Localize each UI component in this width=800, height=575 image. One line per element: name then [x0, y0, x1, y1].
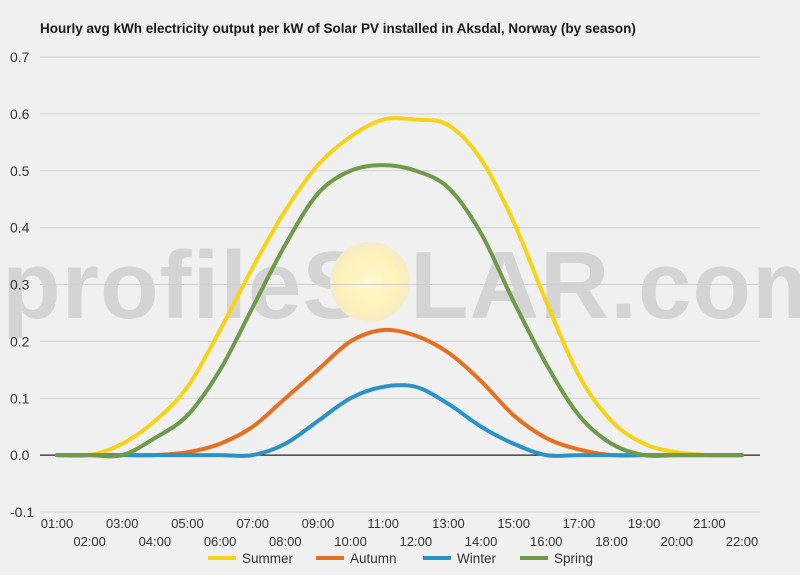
x-tick-label: 05:00: [171, 516, 204, 531]
x-tick-label: 10:00: [334, 534, 367, 549]
x-tick-label: 22:00: [726, 534, 759, 549]
x-tick-label: 03:00: [106, 516, 139, 531]
y-tick-label: 0.5: [10, 163, 30, 179]
y-tick-label: 0.7: [10, 49, 30, 65]
x-tick-label: 06:00: [204, 534, 237, 549]
x-tick-label: 04:00: [139, 534, 172, 549]
x-tick-label: 11:00: [367, 516, 399, 531]
x-tick-label: 14:00: [465, 534, 498, 549]
series-line-winter: [55, 383, 744, 458]
legend-label-autumn: Autumn: [350, 551, 397, 566]
x-tick-label: 01:00: [41, 516, 74, 531]
x-tick-label: 21:00: [693, 516, 726, 531]
watermark-sun-icon: [330, 242, 410, 322]
x-tick-label: 18:00: [595, 534, 628, 549]
x-tick-label: 19:00: [628, 516, 661, 531]
x-tick-label: 12:00: [400, 534, 433, 549]
series-line-summer: [55, 116, 744, 458]
legend-label-winter: Winter: [457, 551, 497, 566]
y-tick-label: 0.1: [10, 390, 30, 406]
x-tick-label: 17:00: [563, 516, 596, 531]
x-tick-label: 09:00: [302, 516, 335, 531]
chart-title: Hourly avg kWh electricity output per kW…: [40, 21, 636, 36]
x-tick-label: 16:00: [530, 534, 563, 549]
y-tick-label: 0.3: [10, 277, 30, 293]
watermark-right-text: LAR.com: [410, 232, 800, 339]
legend-label-spring: Spring: [554, 551, 593, 566]
y-tick-label: -0.1: [10, 504, 34, 520]
series-line-spring: [55, 163, 744, 459]
x-tick-label: 15:00: [497, 516, 530, 531]
legend: Summer Autumn Winter Spring: [208, 551, 593, 566]
y-tick-label: 0.2: [10, 333, 30, 349]
watermark-left-text: profileS: [2, 232, 367, 339]
x-tick-label: 07:00: [236, 516, 269, 531]
y-tick-label: 0.4: [10, 220, 30, 236]
y-axis-ticks: 0.7 0.6 0.5 0.4 0.3 0.2 0.1 0.0 -0.1: [10, 49, 34, 520]
legend-label-summer: Summer: [242, 551, 294, 566]
y-tick-label: 0.0: [10, 447, 30, 463]
series-layer: [55, 116, 744, 459]
x-tick-label: 02:00: [73, 534, 106, 549]
y-tick-label: 0.6: [10, 106, 30, 122]
x-tick-label: 08:00: [269, 534, 302, 549]
x-tick-label: 20:00: [660, 534, 693, 549]
x-tick-label: 13:00: [432, 516, 465, 531]
watermark: profileS LAR.com: [2, 232, 800, 339]
grid-layer: [40, 56, 760, 513]
